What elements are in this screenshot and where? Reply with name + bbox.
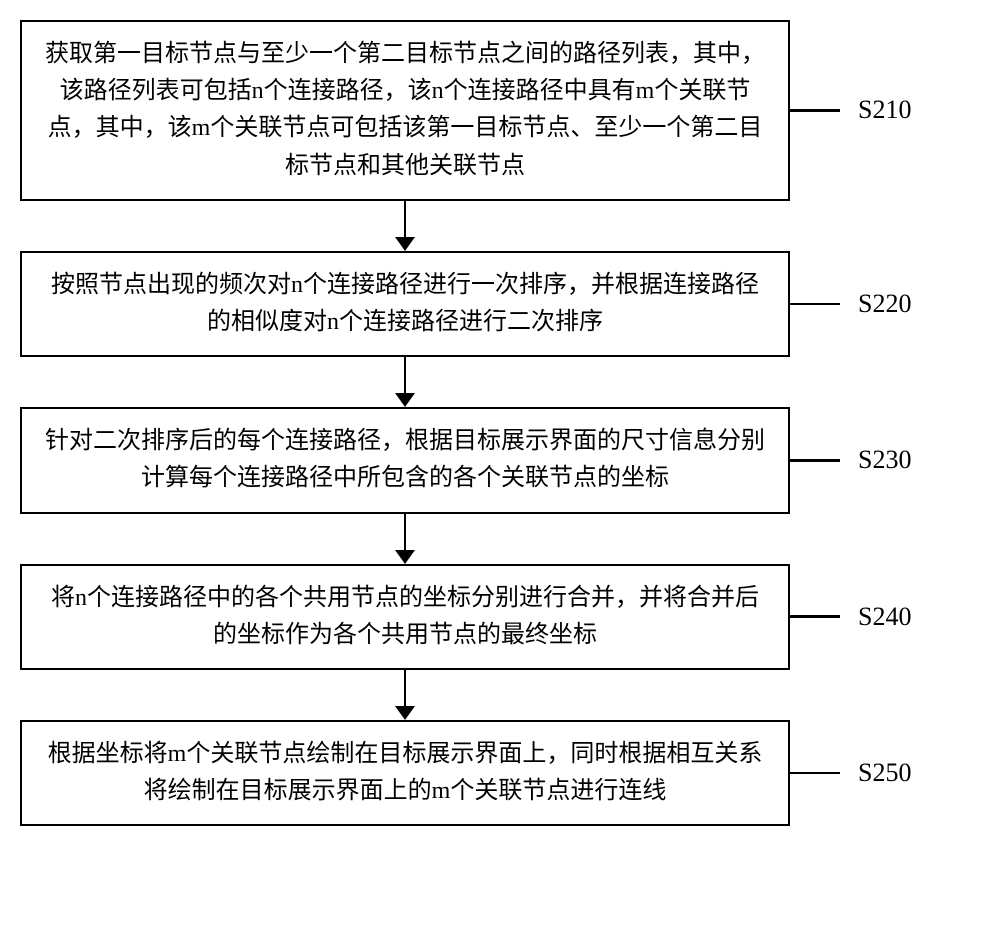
label-connector [790, 615, 840, 618]
label-connector [790, 303, 840, 306]
arrow [20, 201, 790, 251]
arrow [20, 514, 790, 564]
step-label: S230 [858, 445, 911, 475]
arrow-head-icon [395, 393, 415, 407]
step-row: 根据坐标将m个关联节点绘制在目标展示界面上，同时根据相互关系将绘制在目标展示界面… [20, 720, 980, 826]
label-connector [790, 772, 840, 775]
arrow-head-icon [395, 706, 415, 720]
step-label: S240 [858, 602, 911, 632]
step-text: 按照节点出现的频次对n个连接路径进行一次排序，并根据连接路径的相似度对n个连接路… [51, 272, 759, 335]
label-connector [790, 109, 840, 112]
step-label: S220 [858, 289, 911, 319]
step-box-s210: 获取第一目标节点与至少一个第二目标节点之间的路径列表，其中，该路径列表可包括n个… [20, 20, 790, 201]
arrow-head-icon [395, 237, 415, 251]
step-text: 获取第一目标节点与至少一个第二目标节点之间的路径列表，其中，该路径列表可包括n个… [45, 41, 765, 179]
arrow-line [404, 357, 407, 397]
step-row: 将n个连接路径中的各个共用节点的坐标分别进行合并，并将合并后的坐标作为各个共用节… [20, 564, 980, 670]
flowchart-container: 获取第一目标节点与至少一个第二目标节点之间的路径列表，其中，该路径列表可包括n个… [20, 20, 980, 826]
step-row: 按照节点出现的频次对n个连接路径进行一次排序，并根据连接路径的相似度对n个连接路… [20, 251, 980, 357]
arrow-head-icon [395, 550, 415, 564]
arrow-line [404, 670, 407, 710]
arrow-line [404, 514, 407, 554]
step-row: 获取第一目标节点与至少一个第二目标节点之间的路径列表，其中，该路径列表可包括n个… [20, 20, 980, 201]
step-label: S210 [858, 95, 911, 125]
arrow [20, 670, 790, 720]
step-text: 针对二次排序后的每个连接路径，根据目标展示界面的尺寸信息分别计算每个连接路径中所… [45, 428, 765, 491]
arrow [20, 357, 790, 407]
step-text: 根据坐标将m个关联节点绘制在目标展示界面上，同时根据相互关系将绘制在目标展示界面… [48, 741, 763, 804]
step-label: S250 [858, 758, 911, 788]
step-box-s230: 针对二次排序后的每个连接路径，根据目标展示界面的尺寸信息分别计算每个连接路径中所… [20, 407, 790, 513]
step-text: 将n个连接路径中的各个共用节点的坐标分别进行合并，并将合并后的坐标作为各个共用节… [51, 585, 759, 648]
arrow-line [404, 201, 407, 241]
step-box-s220: 按照节点出现的频次对n个连接路径进行一次排序，并根据连接路径的相似度对n个连接路… [20, 251, 790, 357]
step-box-s240: 将n个连接路径中的各个共用节点的坐标分别进行合并，并将合并后的坐标作为各个共用节… [20, 564, 790, 670]
step-box-s250: 根据坐标将m个关联节点绘制在目标展示界面上，同时根据相互关系将绘制在目标展示界面… [20, 720, 790, 826]
label-connector [790, 459, 840, 462]
step-row: 针对二次排序后的每个连接路径，根据目标展示界面的尺寸信息分别计算每个连接路径中所… [20, 407, 980, 513]
